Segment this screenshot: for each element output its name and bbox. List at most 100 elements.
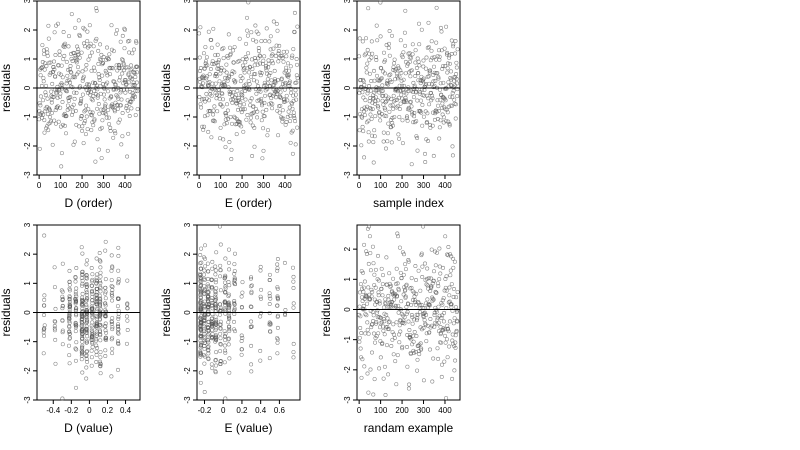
data-point bbox=[361, 285, 366, 290]
data-point bbox=[202, 124, 207, 129]
data-point bbox=[42, 118, 47, 123]
data-point bbox=[414, 134, 419, 139]
data-point bbox=[49, 97, 54, 102]
data-point bbox=[363, 98, 368, 103]
data-point bbox=[207, 98, 211, 103]
data-point bbox=[284, 49, 289, 54]
data-point bbox=[103, 337, 108, 342]
data-point bbox=[43, 93, 48, 98]
data-point bbox=[251, 37, 255, 42]
data-point bbox=[84, 103, 89, 108]
data-point bbox=[365, 327, 370, 332]
data-point bbox=[239, 124, 244, 129]
data-point bbox=[387, 73, 392, 78]
data-point bbox=[209, 93, 214, 98]
y-axis-label: residuals bbox=[159, 288, 173, 336]
x-tick-label: 0 bbox=[37, 181, 42, 190]
y-tick-label: 1 bbox=[183, 56, 192, 61]
data-point bbox=[385, 316, 390, 321]
x-tick-label: 300 bbox=[257, 181, 271, 190]
data-point bbox=[90, 320, 95, 325]
data-point bbox=[295, 76, 300, 81]
data-point bbox=[264, 107, 269, 112]
data-point bbox=[289, 87, 294, 91]
data-point bbox=[232, 319, 236, 324]
data-point bbox=[67, 288, 72, 293]
data-point bbox=[423, 160, 428, 164]
data-point bbox=[206, 284, 211, 289]
data-point bbox=[389, 140, 394, 145]
data-point bbox=[382, 319, 387, 324]
data-point bbox=[42, 333, 46, 338]
data-point bbox=[223, 256, 228, 261]
data-point bbox=[80, 124, 85, 129]
data-point bbox=[60, 342, 65, 347]
data-point bbox=[94, 343, 99, 348]
data-point bbox=[411, 90, 415, 94]
data-point bbox=[445, 70, 450, 75]
data-point bbox=[424, 55, 429, 60]
data-point bbox=[52, 30, 57, 35]
data-point bbox=[259, 71, 264, 75]
data-point bbox=[43, 109, 48, 114]
data-point bbox=[205, 113, 210, 118]
data-point bbox=[134, 39, 139, 44]
data-point bbox=[440, 106, 444, 110]
x-tick-label: 200 bbox=[75, 181, 89, 190]
data-point bbox=[364, 70, 369, 75]
data-point bbox=[218, 268, 223, 273]
data-point bbox=[206, 289, 210, 294]
data-point bbox=[250, 154, 255, 158]
data-point bbox=[232, 45, 237, 50]
data-point bbox=[439, 316, 444, 320]
data-point bbox=[214, 326, 219, 331]
data-point bbox=[295, 125, 300, 130]
data-point bbox=[58, 72, 63, 77]
data-point bbox=[374, 321, 379, 326]
data-point bbox=[213, 53, 218, 58]
data-point bbox=[73, 346, 78, 351]
data-point bbox=[369, 39, 374, 44]
data-point bbox=[227, 292, 231, 297]
data-point bbox=[401, 272, 406, 277]
data-point bbox=[290, 101, 295, 106]
data-point bbox=[414, 87, 419, 91]
data-point bbox=[76, 70, 81, 75]
data-point bbox=[233, 98, 238, 103]
y-tick-label: 2 bbox=[23, 251, 32, 256]
data-point bbox=[220, 104, 225, 109]
data-point bbox=[98, 274, 103, 279]
data-point bbox=[109, 95, 114, 100]
data-point bbox=[376, 98, 380, 103]
data-point bbox=[213, 339, 218, 344]
x-axis-label: E (order) bbox=[225, 196, 272, 210]
data-point bbox=[77, 55, 82, 60]
data-point bbox=[72, 96, 77, 101]
data-point bbox=[417, 42, 422, 47]
y-tick-label: 2 bbox=[23, 27, 32, 32]
data-point bbox=[400, 55, 405, 60]
data-point bbox=[383, 301, 388, 306]
data-point bbox=[257, 86, 262, 91]
data-point bbox=[372, 377, 377, 382]
data-point bbox=[382, 113, 387, 118]
data-point bbox=[211, 112, 216, 117]
data-point bbox=[68, 69, 73, 74]
x-tick-label: 0.2 bbox=[102, 406, 114, 415]
data-point bbox=[427, 81, 432, 86]
data-point bbox=[366, 331, 371, 336]
data-point bbox=[89, 128, 94, 133]
data-point bbox=[432, 64, 436, 69]
data-point bbox=[365, 91, 370, 96]
data-point bbox=[74, 340, 79, 345]
data-point bbox=[403, 43, 408, 48]
data-point bbox=[253, 72, 258, 77]
data-point bbox=[103, 291, 108, 296]
data-point bbox=[365, 371, 370, 376]
data-point bbox=[94, 256, 99, 261]
y-tick-label: 1 bbox=[343, 56, 352, 61]
data-point bbox=[368, 112, 373, 117]
data-point bbox=[435, 98, 440, 103]
data-point bbox=[202, 291, 207, 296]
